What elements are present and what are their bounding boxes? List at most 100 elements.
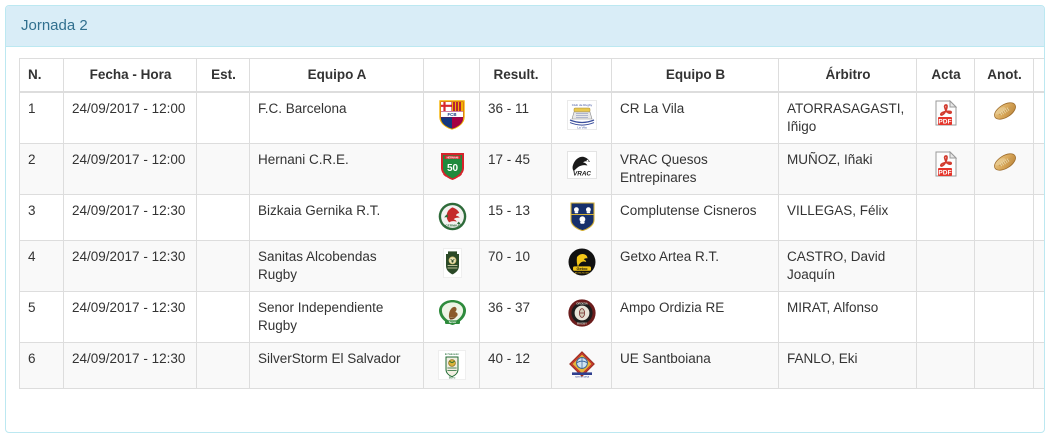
cell-gm-empty	[1042, 248, 1044, 266]
cell-anot-empty	[983, 248, 1026, 266]
table-body: 1 24/09/2017 - 12:00 F.C. Barcelona FCB 36 -…	[19, 91, 1044, 389]
cell-logo-team-b	[551, 194, 612, 241]
jornada-panel: Jornada 2 N. Fecha - Hora Est. Equipo A …	[5, 5, 1045, 433]
cell-referee: ATORRASAGASTI, Iñigo	[778, 91, 917, 144]
table-row: 1 24/09/2017 - 12:00 F.C. Barcelona FCB 36 -…	[19, 91, 1044, 144]
cell-date-time-text: 24/09/2017 - 12:30	[72, 203, 186, 218]
cell-team-a: Senor Independiente Rugby	[249, 291, 424, 343]
cell-team-b-text: Getxo Artea R.T.	[620, 249, 720, 264]
table-row: 2 24/09/2017 - 12:00 Hernani C.R.E. HERNANI…	[19, 143, 1044, 195]
ue-santboiana-crest: SANTBOIANA	[568, 351, 596, 378]
cell-acta	[916, 240, 975, 292]
cell-result: 40 - 12	[479, 342, 552, 389]
cell-acta-empty	[925, 350, 967, 368]
cell-team-b-text: CR La Vila	[620, 101, 685, 116]
column-header-date: Fecha - Hora	[63, 58, 197, 93]
cell-logo-team-a: FCB	[423, 91, 480, 144]
svg-text:PDF: PDF	[938, 169, 951, 176]
cell-logo-team-a: El Salvador Bueu	[423, 342, 480, 389]
cell-referee: CASTRO, David Joaquín	[778, 240, 917, 292]
score-text: 36 - 11	[488, 101, 530, 116]
cell-logo-team-b: VRAC	[551, 143, 612, 195]
cell-logo-team-a	[423, 240, 480, 292]
cell-referee-text: MUÑOZ, Iñaki	[787, 152, 873, 167]
svg-text:VRAC: VRAC	[573, 171, 591, 178]
cell-match-number: 4	[19, 240, 64, 292]
cell-match-number: 6	[19, 342, 64, 389]
score-text: 17 - 45	[488, 152, 531, 167]
column-header-est: Est.	[196, 58, 250, 93]
svg-text:La Vila: La Vila	[577, 125, 587, 129]
cell-result: 36 - 11	[479, 91, 552, 144]
cell-match-number-text: 2	[28, 152, 36, 167]
cell-result: 15 - 13	[479, 194, 552, 241]
cell-match-number-text: 1	[28, 101, 36, 116]
cell-gm	[1033, 91, 1044, 144]
cell-result: 36 - 37	[479, 291, 552, 343]
svg-text:El Salvador: El Salvador	[445, 352, 459, 356]
cell-match-number-text: 5	[28, 300, 36, 315]
cell-referee-text: VILLEGAS, Félix	[787, 203, 889, 218]
svg-text:50: 50	[446, 163, 458, 174]
cell-date-time: 24/09/2017 - 12:30	[63, 342, 197, 389]
el-salvador-crest: El Salvador Bueu	[438, 350, 466, 380]
cell-referee-text: MIRAT, Alfonso	[787, 300, 879, 315]
score-text: 40 - 12	[488, 351, 531, 366]
pdf-icon[interactable]: PDF	[935, 100, 957, 129]
svg-text:Senor: Senor	[448, 320, 456, 324]
cell-acta	[916, 194, 975, 241]
cell-team-a: Bizkaia Gernika R.T.	[249, 194, 424, 241]
rugby-ball-icon[interactable]	[992, 153, 1018, 176]
pdf-icon[interactable]: PDF	[935, 151, 957, 180]
cell-team-b-text: UE Santboiana	[620, 351, 711, 366]
bizkaia-gernika-crest: GERNIKA	[438, 202, 467, 231]
svg-text:Club de Rugby: Club de Rugby	[572, 103, 593, 107]
cell-logo-team-b: ORDIZIA RUGBY	[551, 291, 612, 343]
alcobendas-rugby-crest	[442, 248, 462, 278]
cell-gm	[1033, 194, 1044, 241]
complutense-cisneros-crest	[569, 202, 595, 231]
score-text: 15 - 13	[488, 203, 531, 218]
svg-text:RUGBY: RUGBY	[577, 322, 587, 326]
cell-match-number: 3	[19, 194, 64, 241]
cell-referee: VILLEGAS, Félix	[778, 194, 917, 241]
svg-text:SANTBOIANA: SANTBOIANA	[575, 375, 590, 378]
column-header-logo-b	[551, 58, 612, 93]
column-header-anot: Anot.	[974, 58, 1034, 93]
cr-la-vila-crest: Club de Rugby La Vila	[567, 100, 597, 130]
cell-referee-text: CASTRO, David Joaquín	[787, 249, 886, 282]
rugby-ball-icon[interactable]	[992, 102, 1018, 125]
cell-acta[interactable]: PDF	[916, 143, 975, 195]
cell-acta[interactable]: PDF	[916, 91, 975, 144]
cell-referee: FANLO, Eki	[778, 342, 917, 389]
cell-referee-text: ATORRASAGASTI, Iñigo	[787, 101, 905, 134]
table-header-row: N. Fecha - Hora Est. Equipo A Result. Eq…	[19, 58, 1044, 93]
cell-logo-team-a: HERNANI 50	[423, 143, 480, 195]
score-text: 36 - 37	[488, 300, 531, 315]
cell-team-a: F.C. Barcelona	[249, 91, 424, 144]
svg-text:ARTEA RUGBY: ARTEA RUGBY	[575, 271, 590, 274]
svg-text:FCB: FCB	[447, 112, 456, 117]
cell-anot	[974, 240, 1034, 292]
cell-gm	[1033, 291, 1044, 343]
table-row: 6 24/09/2017 - 12:30 SilverStorm El Salvad…	[19, 342, 1044, 389]
cell-anot[interactable]	[974, 91, 1034, 144]
svg-text:Bueu: Bueu	[449, 376, 456, 380]
cell-gm	[1033, 240, 1044, 292]
cell-est	[196, 194, 250, 241]
cell-acta-empty	[925, 248, 967, 266]
cell-anot	[974, 342, 1034, 389]
svg-text:Getxo: Getxo	[576, 266, 588, 271]
cell-team-b: VRAC Quesos Entrepinares	[611, 143, 779, 195]
cell-anot[interactable]	[974, 143, 1034, 195]
cell-acta	[916, 291, 975, 343]
cell-gm	[1033, 143, 1044, 195]
cell-team-b-text: Complutense Cisneros	[620, 203, 757, 218]
hernani-cre-crest: HERNANI 50	[439, 153, 466, 180]
cell-date-time: 24/09/2017 - 12:00	[63, 91, 197, 144]
cell-team-a: Sanitas Alcobendas Rugby	[249, 240, 424, 292]
cell-anot	[974, 194, 1034, 241]
cell-team-a-text: Bizkaia Gernika R.T.	[258, 203, 381, 218]
fixtures-table: N. Fecha - Hora Est. Equipo A Result. Eq…	[19, 58, 1044, 389]
panel-heading: Jornada 2	[6, 6, 1044, 47]
